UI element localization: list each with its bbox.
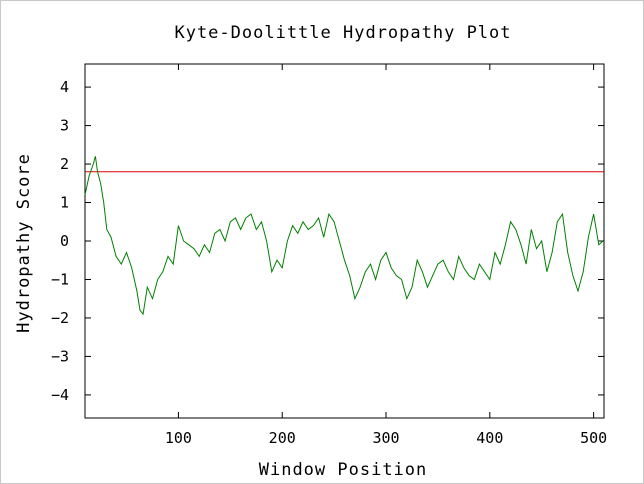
plot-border — [84, 63, 605, 419]
y-tick-label: 1 — [60, 194, 69, 212]
x-tick-label: 100 — [165, 429, 192, 447]
y-tick-label: 4 — [60, 78, 69, 96]
y-tick-label: 3 — [60, 117, 69, 135]
plot-area: 4 3 2 1 0 −1 −2 −3 −4 100 200 300 400 500 — [51, 63, 607, 447]
x-tick-label: 300 — [372, 429, 399, 447]
y-tick-label: −4 — [51, 386, 69, 404]
y-tick-label: −1 — [51, 270, 69, 288]
chart-title: Kyte-Doolittle Hydropathy Plot — [174, 23, 511, 43]
y-axis-title: Hydropathy Score — [14, 153, 34, 333]
x-tick-label: 200 — [269, 429, 296, 447]
y-tick-label: −3 — [51, 347, 69, 365]
x-tick-label: 500 — [580, 429, 607, 447]
y-tick-label: 0 — [60, 232, 69, 250]
x-tick-label: 400 — [476, 429, 503, 447]
y-tick-label: −2 — [51, 309, 69, 327]
y-tick-label: 2 — [60, 155, 69, 173]
hydropathy-series-line — [84, 156, 604, 316]
x-axis-title: Window Position — [259, 460, 428, 480]
